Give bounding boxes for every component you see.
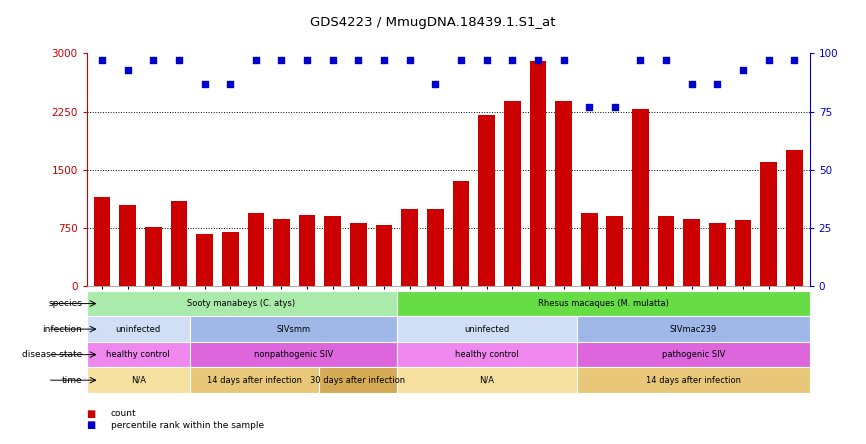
Point (352, 57, 365, 64)
Bar (190, 316, 397, 342)
Point (172, 57, 186, 64)
Point (454, 57, 468, 64)
Bar (683, 219, 700, 286)
Bar (120, 205, 136, 286)
Bar (555, 102, 572, 286)
Point (736, 66, 750, 73)
Text: SIVmac239: SIVmac239 (670, 325, 717, 333)
Bar (530, 61, 546, 286)
Point (429, 80, 443, 87)
Bar (319, 368, 397, 393)
Text: Sooty manabeys (C. atys): Sooty manabeys (C. atys) (188, 299, 295, 308)
Text: ■: ■ (87, 420, 96, 430)
Bar (578, 316, 810, 342)
Bar (504, 102, 520, 286)
Text: 14 days after infection: 14 days after infection (207, 376, 302, 385)
Text: infection: infection (42, 325, 82, 333)
Bar (397, 342, 578, 368)
Point (249, 57, 262, 64)
Bar (478, 115, 495, 286)
Bar (578, 342, 810, 368)
Text: pathogenic SIV: pathogenic SIV (662, 350, 725, 359)
Text: disease state: disease state (22, 350, 82, 359)
Bar (325, 217, 341, 286)
Point (506, 57, 520, 64)
Point (95, 57, 109, 64)
Bar (581, 213, 598, 286)
Bar (87, 316, 190, 342)
Bar (145, 227, 162, 286)
Bar (632, 109, 649, 286)
Bar (171, 201, 187, 286)
Bar (760, 162, 777, 286)
Bar (273, 219, 290, 286)
Bar (397, 291, 810, 316)
Bar (222, 232, 238, 286)
Bar (578, 368, 810, 393)
Bar (376, 225, 392, 286)
Text: nonpathogenic SIV: nonpathogenic SIV (254, 350, 333, 359)
Text: GDS4223 / MmugDNA.18439.1.S1_at: GDS4223 / MmugDNA.18439.1.S1_at (310, 16, 556, 28)
Point (762, 57, 776, 64)
Bar (786, 151, 803, 286)
Text: species: species (48, 299, 82, 308)
Bar (190, 342, 397, 368)
Text: count: count (111, 409, 137, 418)
Text: N/A: N/A (131, 376, 145, 385)
Bar (658, 217, 675, 286)
Bar (453, 182, 469, 286)
Text: healthy control: healthy control (107, 350, 170, 359)
Bar (299, 215, 315, 286)
Text: time: time (61, 376, 82, 385)
Bar (87, 291, 397, 316)
Text: Rhesus macaques (M. mulatta): Rhesus macaques (M. mulatta) (538, 299, 669, 308)
Point (582, 103, 596, 111)
Text: uninfected: uninfected (116, 325, 161, 333)
Bar (248, 213, 264, 286)
Point (403, 57, 417, 64)
Point (377, 57, 391, 64)
Point (146, 57, 160, 64)
Point (275, 57, 288, 64)
Text: uninfected: uninfected (464, 325, 509, 333)
Bar (401, 209, 418, 286)
Bar (397, 316, 578, 342)
Text: 30 days after infection: 30 days after infection (310, 376, 405, 385)
Text: N/A: N/A (480, 376, 494, 385)
Bar (87, 368, 190, 393)
Point (480, 57, 494, 64)
Point (787, 57, 801, 64)
Point (685, 80, 699, 87)
Text: ■: ■ (87, 409, 96, 419)
Text: percentile rank within the sample: percentile rank within the sample (111, 421, 264, 430)
Point (120, 66, 134, 73)
Point (326, 57, 339, 64)
Bar (709, 223, 726, 286)
Bar (397, 368, 578, 393)
Point (557, 57, 571, 64)
Text: SIVsmm: SIVsmm (276, 325, 310, 333)
Point (608, 103, 622, 111)
Bar (94, 197, 110, 286)
Bar (197, 234, 213, 286)
Point (659, 57, 673, 64)
Bar (734, 220, 752, 286)
Bar (427, 209, 443, 286)
Point (301, 57, 314, 64)
Bar (87, 342, 190, 368)
Bar (190, 368, 319, 393)
Point (634, 57, 648, 64)
Point (197, 80, 211, 87)
Point (531, 57, 545, 64)
Text: 14 days after infection: 14 days after infection (646, 376, 741, 385)
Text: healthy control: healthy control (455, 350, 519, 359)
Point (710, 80, 724, 87)
Bar (606, 217, 624, 286)
Point (223, 80, 237, 87)
Bar (350, 223, 366, 286)
